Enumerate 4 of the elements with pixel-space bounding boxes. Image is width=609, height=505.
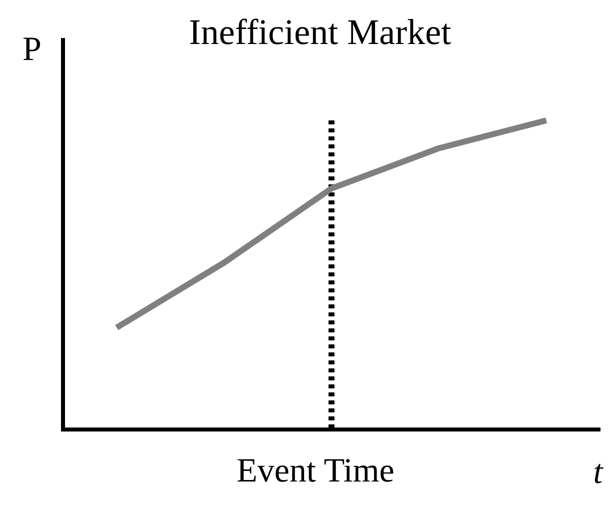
- y-axis-title: P: [22, 31, 42, 68]
- text: Event Time: [236, 452, 394, 490]
- chart-title: Inefficient Market: [188, 12, 452, 52]
- x-axis-title: t: [593, 454, 604, 491]
